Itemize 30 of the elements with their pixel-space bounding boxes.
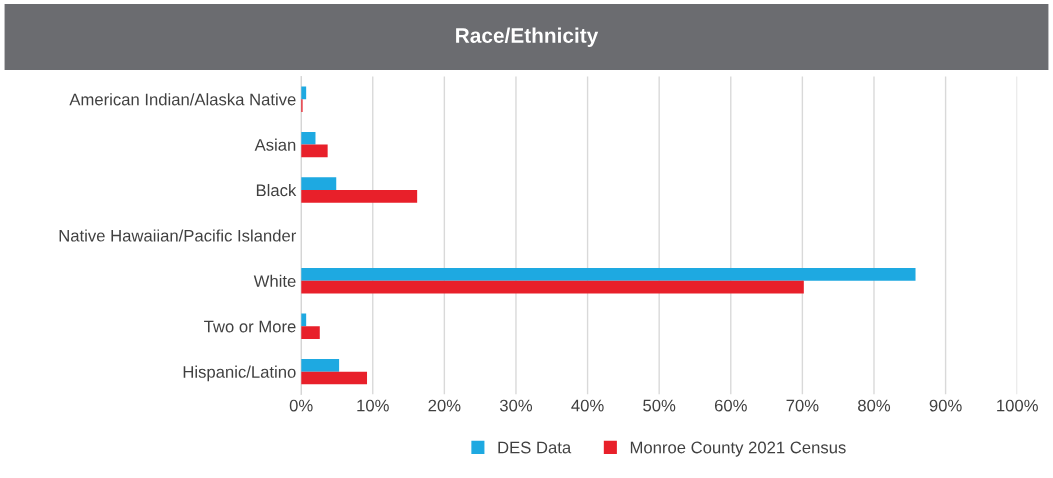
y-tick-label: Black xyxy=(256,183,297,197)
x-tick-label: 20% xyxy=(428,399,461,412)
x-tick-label: 100% xyxy=(997,399,1038,412)
bar xyxy=(301,280,804,294)
y-tick-label: American Indian/Alaska Native xyxy=(69,93,296,106)
x-tick-label: 60% xyxy=(714,399,747,412)
x-tick-label: 40% xyxy=(571,399,604,412)
y-tick-label: White xyxy=(253,274,296,288)
bar xyxy=(301,190,418,203)
bar xyxy=(301,371,368,385)
x-tick-label: 80% xyxy=(858,399,891,412)
x-tick-label: 50% xyxy=(643,399,676,412)
bar xyxy=(301,358,340,372)
y-tick-label: Asian xyxy=(254,138,296,151)
x-tick-label: 70% xyxy=(786,399,819,412)
x-tick-label: 0% xyxy=(289,399,313,412)
x-tick-label: 10% xyxy=(357,399,389,412)
bar xyxy=(301,326,320,339)
bar xyxy=(301,144,328,158)
y-tick-label: Hispanic/Latino xyxy=(183,365,296,382)
x-tick-label: 30% xyxy=(499,399,533,412)
bar xyxy=(301,131,316,145)
legend-label: DES Data xyxy=(498,441,572,454)
bar xyxy=(301,268,916,281)
chart-title: Race/Ethnicity xyxy=(456,27,599,47)
y-tick-label: Two or More xyxy=(204,320,296,333)
bar xyxy=(301,177,337,190)
legend-label: Monroe County 2021 Census xyxy=(630,441,846,457)
x-tick-label: 90% xyxy=(929,399,962,412)
y-tick-label: Native Hawaiian/Pacific Islander xyxy=(59,229,297,242)
